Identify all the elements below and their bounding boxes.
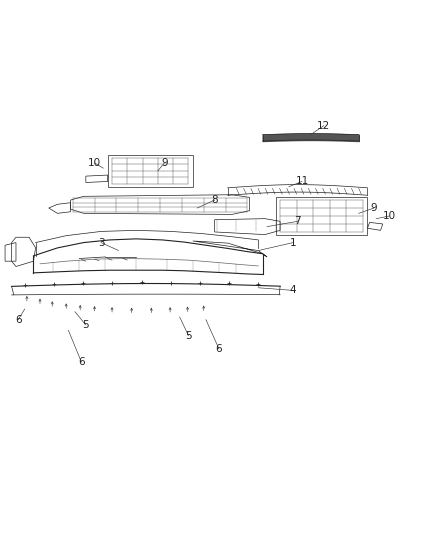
Text: 8: 8 [211,195,218,205]
Text: 10: 10 [88,158,101,168]
Text: 3: 3 [98,238,104,247]
Text: 11: 11 [295,176,309,187]
Text: 1: 1 [290,238,297,247]
Text: 6: 6 [15,314,21,325]
Text: 10: 10 [383,211,396,221]
Text: 9: 9 [161,158,168,168]
Text: 6: 6 [78,357,85,367]
Text: 5: 5 [185,330,192,341]
Text: 9: 9 [371,203,377,213]
Text: 7: 7 [294,216,301,227]
Text: 4: 4 [290,286,297,295]
Text: 12: 12 [317,120,330,131]
Text: 5: 5 [82,320,89,330]
Text: 6: 6 [215,344,223,354]
